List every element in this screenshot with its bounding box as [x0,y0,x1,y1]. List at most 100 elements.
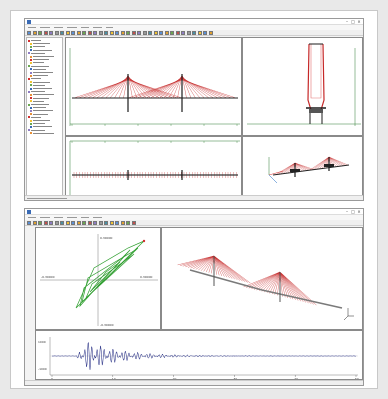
tree-item[interactable] [28,116,60,119]
tree-item[interactable] [30,42,62,45]
toolbar-button[interactable] [164,31,169,35]
tree-item[interactable] [30,87,62,90]
hysteresis-view[interactable]: 0.30000 -0.30000 -0.30000 0.30000 [35,227,161,330]
toolbar-button[interactable] [120,31,125,35]
menu-item[interactable] [66,26,77,28]
menu-item[interactable] [28,216,36,218]
tree-item[interactable] [28,52,60,55]
toolbar-button[interactable] [65,31,70,35]
menu-item[interactable] [39,216,50,218]
toolbar-button[interactable] [148,31,152,35]
tree-item[interactable] [30,74,62,77]
toolbar-button[interactable] [131,221,136,225]
toolbar-button[interactable] [203,31,207,35]
tree-item[interactable] [30,93,62,96]
toolbar-button[interactable] [87,31,92,35]
tree-item[interactable] [28,103,60,106]
tree-item[interactable] [30,45,62,48]
tree-item[interactable] [28,90,60,93]
menu-item[interactable] [53,216,63,218]
tree-item[interactable] [30,71,62,74]
toolbar-button[interactable] [126,221,130,225]
tree-item[interactable] [30,122,62,125]
toolbar-button[interactable] [175,31,180,35]
toolbar-button[interactable] [208,31,213,35]
minimize-icon[interactable]: – [346,19,348,24]
toolbar-button[interactable] [137,31,141,35]
toolbar-button[interactable] [104,221,108,225]
toolbar-button[interactable] [43,221,48,225]
toolbar-button[interactable] [109,31,114,35]
tree-item[interactable] [30,81,62,84]
toolbar-button[interactable] [54,31,59,35]
maximize-icon[interactable]: □ [351,209,355,214]
toolbar-button[interactable] [43,31,48,35]
3d-response-view[interactable] [161,227,363,330]
tree-item[interactable] [30,132,62,135]
maximize-icon[interactable]: □ [351,19,355,24]
toolbar-button[interactable] [93,221,97,225]
toolbar-button[interactable] [181,31,185,35]
toolbar-button[interactable] [98,221,103,225]
3d-view[interactable] [242,136,363,198]
menu-item[interactable] [53,26,63,28]
toolbar-button[interactable] [54,221,59,225]
toolbar-button[interactable] [142,31,147,35]
toolbar-button[interactable] [170,31,174,35]
toolbar-button[interactable] [82,221,86,225]
toolbar-button[interactable] [49,31,53,35]
toolbar-button[interactable] [65,221,70,225]
cross-section-view[interactable] [242,37,363,136]
toolbar-button[interactable] [98,31,103,35]
menu-item[interactable] [92,26,102,28]
menu-item[interactable] [39,26,50,28]
toolbar-button[interactable] [32,31,37,35]
toolbar-button[interactable] [115,31,119,35]
tree-item[interactable] [30,109,62,112]
toolbar-button[interactable] [159,31,163,35]
elevation-view[interactable] [65,37,242,136]
toolbar-button[interactable] [115,221,119,225]
toolbar-button[interactable] [93,31,97,35]
toolbar-button[interactable] [126,31,130,35]
toolbar-button[interactable] [60,221,64,225]
toolbar-button[interactable] [27,31,31,35]
tree-item[interactable] [30,113,62,116]
tree-item[interactable] [28,65,60,68]
toolbar-button[interactable] [27,221,31,225]
tree-item[interactable] [30,106,62,109]
toolbar-button[interactable] [104,31,108,35]
menu-item[interactable] [92,216,102,218]
menu-item[interactable] [28,26,36,28]
tree-item[interactable] [28,129,60,132]
toolbar-button[interactable] [186,31,191,35]
tree-item[interactable] [30,49,62,52]
close-icon[interactable]: × [357,19,361,24]
close-icon[interactable]: × [357,209,361,214]
tree-item[interactable] [30,97,62,100]
tree-item[interactable] [28,77,60,80]
toolbar-button[interactable] [38,31,42,35]
time-history-view[interactable]: 1000 -1000 0 10 20 30 40 50 [35,330,363,380]
toolbar-button[interactable] [71,31,75,35]
tree-item[interactable] [28,39,60,42]
toolbar-button[interactable] [197,31,202,35]
tree-item[interactable] [30,61,62,64]
plan-view[interactable] [65,136,242,198]
tree-item[interactable] [30,100,62,103]
menu-item[interactable] [80,26,89,28]
tree-item[interactable] [30,84,62,87]
toolbar-button[interactable] [60,31,64,35]
toolbar-button[interactable] [76,221,81,225]
toolbar-button[interactable] [82,31,86,35]
tree-item[interactable] [30,68,62,71]
toolbar-button[interactable] [38,221,42,225]
minimize-icon[interactable]: – [346,209,348,214]
tree-item[interactable] [30,119,62,122]
toolbar-button[interactable] [87,221,92,225]
tree-item[interactable] [30,55,62,58]
toolbar-button[interactable] [131,31,136,35]
toolbar-button[interactable] [192,31,196,35]
toolbar-button[interactable] [153,31,158,35]
toolbar-button[interactable] [32,221,37,225]
